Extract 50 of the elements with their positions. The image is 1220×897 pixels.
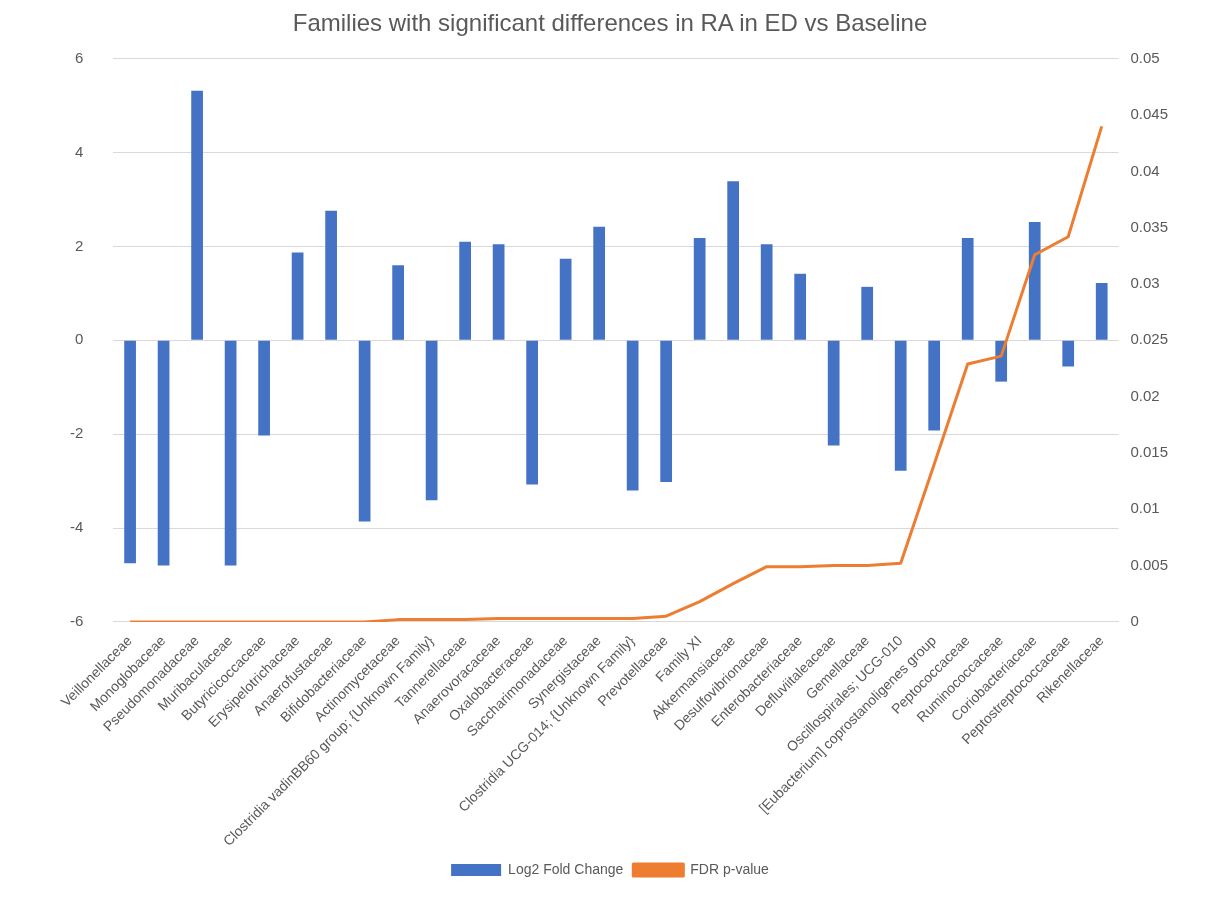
bar [1095,283,1108,340]
bar [894,340,907,471]
bar [124,340,136,564]
y2-tick-label: 0.02 [1130,386,1160,404]
y2-tick-label: 0.05 [1130,48,1160,66]
bar [827,340,840,446]
bar [459,241,471,340]
bar [325,210,337,340]
y-tick-label: -6 [69,612,84,630]
bar [291,252,304,340]
bar [191,90,203,340]
bar [157,340,170,566]
bar [492,244,505,340]
bar [861,286,874,340]
bar [928,340,941,431]
bar [693,238,706,340]
y2-tick-label: 0.04 [1130,161,1160,179]
y-tick-label: -2 [69,424,84,442]
y-tick-label: 6 [74,48,84,66]
y-tick-label: 4 [74,142,84,160]
y-tick-label: -4 [69,518,84,536]
y2-tick-label: 0.005 [1130,555,1169,573]
y2-tick-label: 0.045 [1130,105,1169,123]
y2-tick-label: 0.035 [1130,217,1169,235]
y-tick-label: 2 [74,236,84,254]
bar [224,340,237,566]
bar [626,340,639,491]
bar [794,273,807,340]
bar [258,340,270,436]
y2-tick-label: 0.01 [1130,499,1160,517]
y2-tick-label: 0.015 [1130,443,1169,461]
y2-tick-label: 0 [1130,612,1139,630]
chart-title: Families with significant differences in RA in ED vs Baseline [292,9,928,37]
bar [760,244,773,340]
y2-tick-label: 0.025 [1130,330,1169,348]
bar [358,340,371,522]
y-tick-label: 0 [74,330,84,348]
legend-label: Log2 Fold Change [508,860,624,877]
bar [425,340,438,501]
bar [1062,340,1075,367]
legend-label: FDR p-value [690,860,770,877]
bar [559,258,572,340]
bar [727,181,740,340]
bar [1028,222,1041,340]
bar [526,340,538,485]
bar [392,265,404,340]
bar [593,226,606,340]
bar [961,238,974,340]
y2-tick-label: 0.03 [1130,274,1160,292]
bar [660,340,673,483]
